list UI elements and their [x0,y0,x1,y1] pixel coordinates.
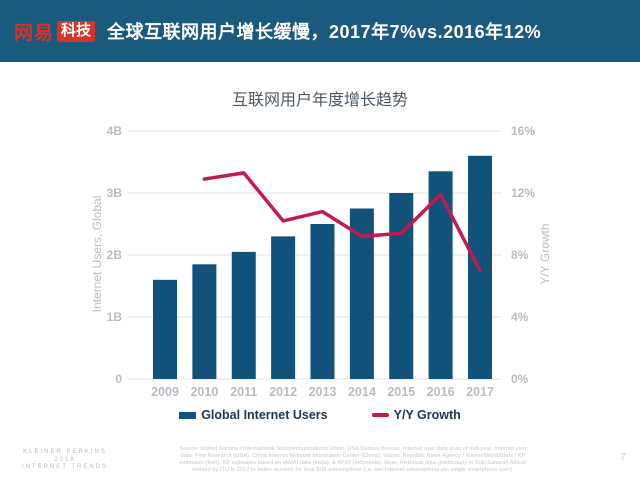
right-axis-title: Y/Y Growth [538,223,552,285]
right-axis-tick: 12% [511,186,535,200]
headline: 全球互联网用户增长缓慢，2017年7%vs.2016年12% [107,22,542,42]
bar-2015 [389,193,414,379]
legend-item-users: Global Internet Users [179,408,328,422]
brand-block: KLEINER PERKINS 2018 INTERNET TRENDS [0,449,130,472]
bar-swatch-icon [179,411,197,419]
legend-label-growth: Y/Y Growth [393,408,461,422]
source-line: estimates (Iran), KP estimates based on … [179,460,527,466]
left-axis-tick: 3B [107,186,123,200]
brand-line: 2018 [54,456,76,463]
right-axis-tick: 8% [511,248,529,262]
page-number: 7 [620,452,626,463]
bar-2012 [271,236,296,379]
left-axis-tick: 2B [107,248,123,262]
bar-2014 [349,208,374,379]
bar-2016 [428,171,453,379]
x-axis-label-2009: 2009 [151,385,179,399]
x-axis-label-2014: 2014 [348,385,376,399]
x-axis-label-2012: 2012 [269,385,297,399]
right-axis-tick: 0% [511,372,529,386]
x-axis-label-2015: 2015 [387,385,415,399]
growth-line [202,171,482,273]
brand-line: INTERNET TRENDS [21,464,109,470]
bar-2011 [231,251,256,379]
bar-2009 [153,279,177,379]
line-swatch-icon [371,413,389,417]
bar-2013 [310,224,335,379]
chart-title: 互联网用户年度增长趋势 [231,92,408,109]
left-axis-tick: 4B [107,124,123,138]
x-axis-label-2017: 2017 [466,385,494,399]
source-line: data: Pew Research (USA), China Internet… [180,453,526,459]
x-axis-label-2011: 2011 [230,385,257,399]
left-axis-title: Internet Users, Global [90,195,104,313]
x-axis-label-2013: 2013 [309,385,337,399]
left-axis-tick: 0 [115,372,122,386]
bar-2010 [192,264,217,379]
x-axis-label-2010: 2010 [190,385,218,399]
source-note: Source: United Nations / International T… [158,446,548,474]
legend: Global Internet Users Y/Y Growth [10,406,630,424]
brand-line: KLEINER PERKINS [23,449,107,455]
x-axis-label-2016: 2016 [427,385,455,399]
legend-item-growth: Y/Y Growth [371,408,461,422]
tech-logo-badge: 科技 [57,20,96,42]
header-bar: 网易 科技 全球互联网用户增长缓慢，2017年7%vs.2016年12% [0,0,640,62]
right-axis-tick: 4% [511,310,529,324]
bar-2017 [468,155,492,379]
left-axis-tick: 1B [107,310,123,324]
netease-tech-logo: 网易 科技 [14,18,96,45]
netease-logo-text: 网易 [14,22,55,44]
source-line: revised by ITU in 2017 to better account… [192,467,514,473]
source-line: Source: United Nations / International T… [179,446,527,452]
right-axis-tick: 16% [511,124,535,138]
legend-label-users: Global Internet Users [201,408,328,422]
